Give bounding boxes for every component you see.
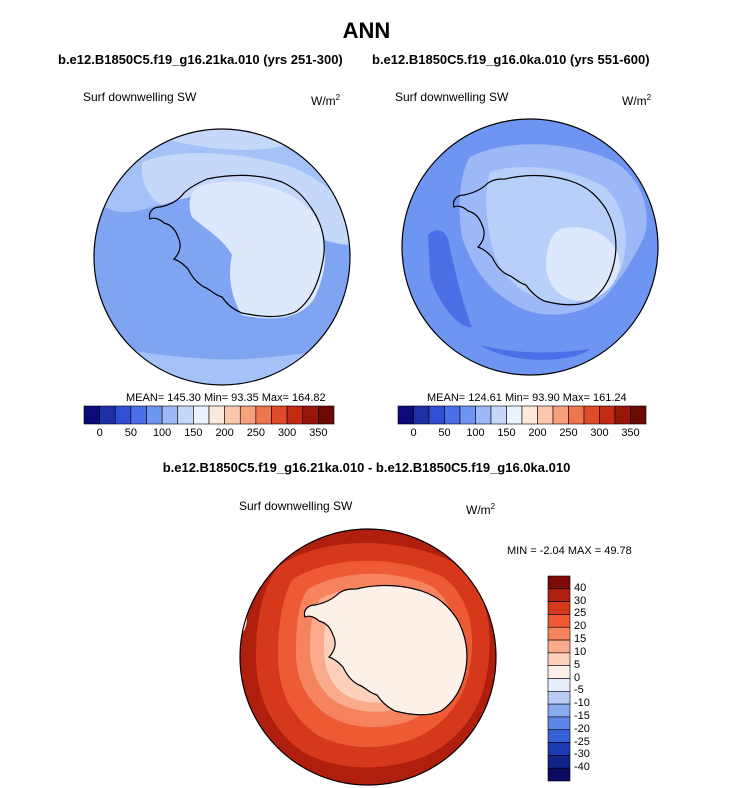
colorbar-tick-label: 200	[528, 427, 547, 439]
colorbar-swatch	[547, 575, 571, 590]
colorbar-swatch	[547, 767, 571, 782]
colorbar-tick-label: 50	[438, 427, 451, 439]
colorbar-tick-label: 0	[574, 671, 581, 684]
colorbar-swatch	[547, 652, 571, 666]
colorbar-swatch	[630, 405, 647, 425]
difference-polar-map	[239, 528, 497, 786]
right-panel-variable-label: Surf downwelling SW	[395, 90, 509, 104]
colorbar-swatch	[568, 405, 585, 425]
difference-stats: MIN = -2.04 MAX = 49.78	[507, 545, 632, 557]
colorbar-swatch	[521, 405, 538, 425]
colorbar-swatch	[271, 405, 288, 425]
colorbar-swatch	[130, 405, 147, 425]
colorbar-tick-label: 100	[152, 427, 172, 439]
colorbar-tick-label: 20	[574, 620, 587, 633]
colorbar-swatch	[161, 405, 179, 425]
colorbar-swatch	[490, 405, 507, 425]
colorbar-tick-label: 100	[466, 427, 485, 439]
colorbar-tick-label: 0	[410, 427, 417, 439]
colorbar-swatch	[547, 716, 571, 731]
colorbar-swatch	[547, 755, 571, 769]
difference-colorbar	[547, 575, 571, 782]
colorbar-tick-label: 30	[574, 594, 587, 607]
left-polar-map	[93, 128, 351, 386]
colorbar-swatch	[547, 729, 571, 743]
colorbar-swatch	[83, 405, 100, 425]
colorbar-swatch	[547, 601, 571, 615]
colorbar-tick-label: 200	[215, 427, 234, 439]
right-colorbar	[397, 405, 647, 425]
colorbar-swatch	[318, 405, 335, 425]
colorbar-tick-label: -20	[574, 722, 590, 735]
colorbar-tick-label: 10	[574, 645, 587, 658]
colorbar-swatch	[302, 405, 319, 425]
left-colorbar	[83, 405, 335, 425]
left-panel-units-label: W/m2	[311, 93, 341, 108]
right-panel-units-label: W/m2	[622, 93, 652, 108]
colorbar-swatch	[547, 678, 571, 692]
difference-title: b.e12.B1850C5.f19_g16.21ka.010 - b.e12.B…	[162, 460, 571, 475]
colorbar-swatch	[547, 588, 571, 602]
colorbar-swatch	[547, 665, 571, 679]
colorbar-swatch	[428, 405, 445, 425]
colorbar-swatch	[459, 405, 476, 425]
colorbar-tick-label: -25	[574, 735, 590, 748]
colorbar-swatch	[114, 405, 132, 425]
colorbar-tick-label: 300	[277, 427, 297, 439]
figure-title: ANN	[342, 18, 391, 43]
colorbar-swatch	[506, 405, 523, 425]
colorbar-swatch	[208, 405, 225, 425]
right-panel-case-title: b.e12.B1850C5.f19_g16.0ka.010 (yrs 551-6…	[372, 52, 650, 67]
colorbar-swatch	[397, 405, 414, 425]
colorbar-tick-label: 150	[497, 427, 516, 439]
left-panel-case-title: b.e12.B1850C5.f19_g16.21ka.010 (yrs 251-…	[58, 52, 343, 67]
colorbar-swatch	[537, 405, 554, 425]
colorbar-swatch	[99, 405, 116, 425]
colorbar-swatch	[413, 405, 430, 425]
colorbar-swatch	[599, 405, 616, 425]
colorbar-swatch	[177, 405, 194, 425]
colorbar-swatch	[547, 626, 571, 641]
colorbar-tick-label: 250	[559, 427, 578, 439]
colorbar-tick-label: 15	[574, 633, 587, 646]
colorbar-tick-label: 0	[96, 427, 103, 439]
colorbar-swatch	[255, 405, 272, 425]
colorbar-swatch	[193, 405, 210, 425]
colorbar-swatch	[547, 691, 571, 705]
colorbar-tick-label: -40	[574, 761, 590, 774]
difference-variable-label: Surf downwelling SW	[239, 499, 353, 513]
colorbar-tick-label: -10	[574, 697, 590, 710]
colorbar-tick-label: 40	[574, 581, 587, 594]
colorbar-tick-label: -15	[574, 709, 590, 722]
colorbar-tick-label: 150	[184, 427, 203, 439]
colorbar-swatch	[444, 405, 461, 425]
colorbar-swatch	[547, 703, 571, 718]
right-polar-map	[401, 118, 659, 376]
colorbar-swatch	[146, 405, 163, 425]
colorbar-tick-label: -30	[574, 748, 590, 761]
colorbar-tick-label: 350	[621, 427, 640, 439]
colorbar-tick-label: -5	[574, 684, 584, 697]
colorbar-tick-label: 25	[574, 607, 587, 620]
colorbar-tick-label: 50	[124, 427, 137, 439]
colorbar-tick-label: 250	[246, 427, 266, 439]
colorbar-swatch	[547, 742, 571, 756]
colorbar-swatch	[583, 405, 600, 425]
left-panel-stats: MEAN= 145.30 Min= 93.35 Max= 164.82	[126, 392, 326, 404]
left-panel-variable-label: Surf downwelling SW	[83, 90, 197, 104]
colorbar-swatch	[547, 639, 571, 654]
colorbar-swatch	[286, 405, 304, 425]
colorbar-swatch	[239, 405, 257, 425]
colorbar-swatch	[614, 405, 631, 425]
colorbar-tick-label: 5	[574, 658, 581, 671]
difference-units-label: W/m2	[466, 502, 496, 517]
colorbar-tick-label: 300	[590, 427, 609, 439]
right-panel-stats: MEAN= 124.61 Min= 93.90 Max= 161.24	[427, 392, 627, 404]
colorbar-tick-label: 350	[309, 427, 328, 439]
colorbar-swatch	[475, 405, 492, 425]
colorbar-swatch	[224, 405, 241, 425]
colorbar-swatch	[547, 614, 571, 628]
colorbar-swatch	[552, 405, 569, 425]
